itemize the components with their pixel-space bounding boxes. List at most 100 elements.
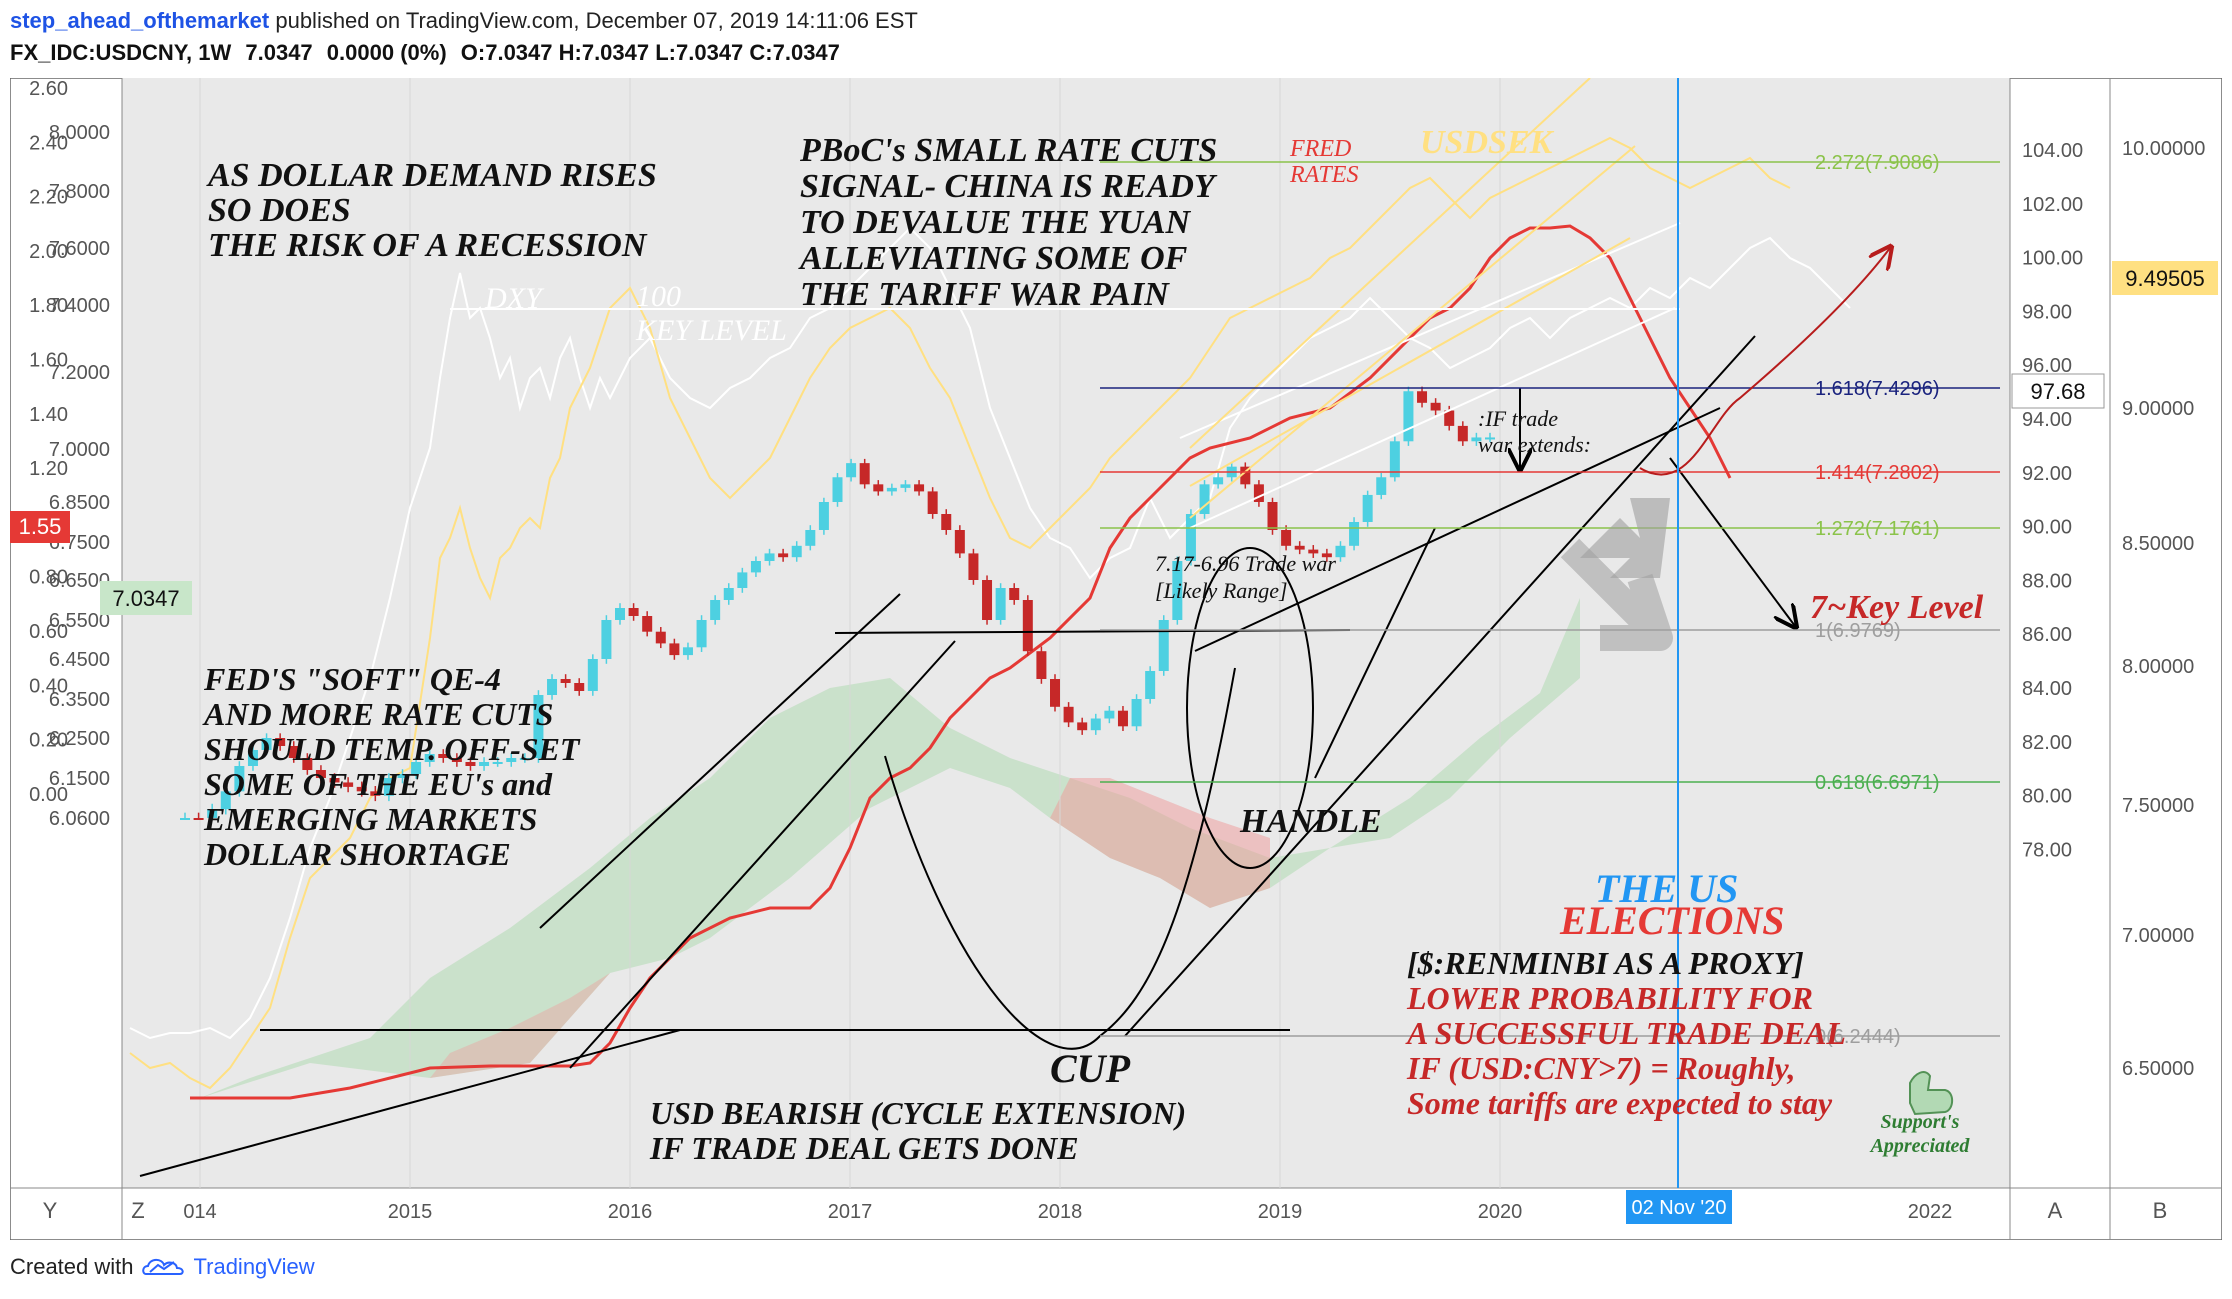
candle-body: [954, 530, 965, 554]
annotation-key-level: 7~Key Level: [1810, 589, 1984, 626]
price-change: 0.0000 (0%): [326, 40, 447, 65]
trend-lines: [139, 335, 1795, 1177]
usdcny-axis-tick: 7.0000: [49, 439, 110, 461]
candle-body: [1335, 545, 1346, 558]
dxy-axis-tick: 98.00: [2022, 301, 2072, 323]
chart-panel[interactable]: 2.272(7.9086)1.618(7.4296)1.414(7.2802)1…: [10, 78, 2222, 1240]
usdcny-axis-tick: 6.3500: [49, 689, 110, 711]
last-price: 7.0347: [245, 40, 313, 65]
candle-body: [941, 514, 952, 530]
annotation-fed-qe-6: DOLLAR SHORTAGE: [203, 836, 511, 872]
usdcny-axis-tick: 7.6000: [49, 238, 110, 260]
usdcny-axis-tick: 7.8000: [49, 181, 110, 203]
axes-labels: 2.602.402.202.001.801.601.401.201.000.80…: [29, 78, 2205, 1223]
annotation-trade-war-2: war extends:: [1478, 432, 1591, 457]
time-axis-tick: 2017: [828, 1201, 873, 1223]
candle-body: [587, 659, 598, 691]
dxy-axis-tick: 92.00: [2022, 463, 2072, 485]
usdcny-last-value: 7.0347: [112, 586, 179, 611]
annotation-proxy: [$:RENMINBI AS A PROXY]: [1407, 945, 1804, 981]
annotation-probability-4: Some tariffs are expected to stay: [1407, 1085, 1833, 1121]
candle-body: [397, 774, 408, 778]
annotation-fed-qe-3: SHOULD TEMP. OFF-SET: [204, 731, 581, 767]
candle-body: [424, 754, 435, 762]
usdcny-axis-tick: 6.4500: [49, 649, 110, 671]
dxy-axis-tick: 84.00: [2022, 678, 2072, 700]
candle-body: [750, 561, 761, 573]
candle-body: [479, 762, 490, 766]
usdsek-axis-tick: 10.00000: [2122, 138, 2205, 160]
candle-body: [1349, 522, 1360, 546]
dxy-axis-tick: 88.00: [2022, 570, 2072, 592]
yellow-channel-top: [1189, 78, 1591, 449]
annotation-dxy: DXY: [484, 282, 545, 315]
scale-a-button[interactable]: A: [2048, 1198, 2063, 1223]
usdcny-axis-tick: 7.2000: [49, 362, 110, 384]
annotation-support-1: Support's: [1881, 1111, 1960, 1133]
scale-b-button[interactable]: B: [2153, 1198, 2168, 1223]
annotation-pboc-4: ALLEVIATING SOME OF: [798, 240, 1188, 277]
candle-body: [1417, 391, 1428, 403]
candle-body: [261, 738, 272, 750]
usdsek-axis-tick: 6.50000: [2122, 1058, 2194, 1080]
usdsek-axis-tick: 7.50000: [2122, 795, 2194, 817]
footer-created-label: Created with: [10, 1254, 134, 1279]
candle-body: [764, 553, 775, 561]
candle-body: [1240, 466, 1251, 485]
candle-body: [1090, 718, 1101, 731]
trend-line-long-support: [139, 1029, 681, 1177]
candle-body: [275, 738, 286, 746]
candle-body: [1403, 391, 1414, 442]
candle-body: [1009, 588, 1020, 600]
fib-label: 1.272(7.1761): [1815, 518, 1940, 540]
candle-body: [451, 758, 462, 762]
fib-label: 0.618(6.6971): [1815, 772, 1940, 794]
annotation-fed-qe-2: AND MORE RATE CUTS: [202, 696, 553, 732]
annotation-pboc-1: PBoC's SMALL RATE CUTS: [799, 132, 1217, 169]
down-arrow: [1669, 457, 1795, 626]
fed-axis-tick: 2.20: [29, 187, 68, 209]
candle-body: [207, 809, 218, 818]
candle-body: [1485, 437, 1495, 440]
candle-body: [180, 818, 190, 820]
candle-body: [1104, 710, 1115, 719]
last-price-tags: 1.55 7.0347 97.68 9.49505: [10, 261, 2218, 615]
fed-axis-tick: 0.20: [29, 730, 68, 752]
usdsek-axis-tick: 9.00000: [2122, 398, 2194, 420]
handle-ellipse: [1186, 547, 1314, 869]
channel-upper: [539, 593, 901, 929]
usdcny-axis-tick: 6.5500: [49, 610, 110, 632]
candle-body: [1444, 410, 1455, 426]
annotation-range-1: 7.17-6.96 Trade war: [1155, 551, 1336, 576]
tradingview-brand-link[interactable]: TradingView: [193, 1254, 315, 1279]
usdcny-axis-tick: 6.2500: [49, 728, 110, 750]
fed-rates-line: [190, 224, 1732, 1100]
grid-lines: [199, 78, 1501, 1188]
candle-body: [682, 647, 693, 656]
annotation-pboc-2: SIGNAL- CHINA IS READY: [800, 168, 1218, 205]
cup-curve: [884, 667, 1236, 1050]
candle-body: [805, 530, 816, 546]
scale-y-button[interactable]: Y: [43, 1198, 58, 1223]
usdcny-axis-tick: 7.4000: [49, 295, 110, 317]
candle-body: [370, 791, 381, 796]
candle-body: [982, 580, 993, 620]
candle-body: [1376, 477, 1387, 495]
scale-z-button[interactable]: Z: [131, 1198, 144, 1223]
fed-axis-tick: 1.20: [29, 458, 68, 480]
candle-body: [778, 553, 789, 558]
usdsek-last-tag: [2112, 261, 2218, 295]
candle-body: [1050, 679, 1060, 707]
usdcny-axis-tick: 6.0600: [49, 808, 110, 830]
handle-rise: [1314, 527, 1436, 779]
time-axis-tick: 2016: [608, 1201, 653, 1223]
candle-body: [492, 762, 503, 764]
candle-body: [655, 631, 666, 644]
author-name[interactable]: step_ahead_ofthemarket: [10, 8, 270, 33]
annotation-pboc-5: THE TARIFF WAR PAIN: [800, 276, 1170, 313]
fib-label: 1.618(7.4296): [1815, 378, 1940, 400]
candle-body: [710, 600, 721, 620]
time-axis-tick: 2022: [1908, 1201, 1953, 1223]
grey-arrow-body: [1560, 538, 1673, 651]
candle-body: [1321, 553, 1332, 558]
